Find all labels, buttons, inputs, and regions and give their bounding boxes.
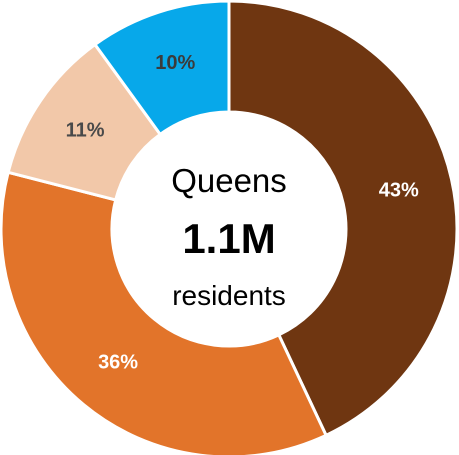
donut-slice-2 [0, 170, 329, 455]
center-population-unit: residents [172, 280, 286, 311]
center-borough-name: Queens [171, 162, 287, 199]
slice-label-4: 10% [155, 52, 195, 74]
center-population-value: 1.1M [182, 215, 275, 262]
slice-label-2: 36% [98, 351, 138, 373]
donut-slice-4 [92, 0, 231, 137]
slice-labels-group: 43% 36% 11% 10% [66, 52, 419, 374]
slice-label-1: 43% [379, 179, 419, 201]
slice-label-3: 11% [66, 119, 105, 141]
donut-slice-1 [227, 0, 459, 438]
